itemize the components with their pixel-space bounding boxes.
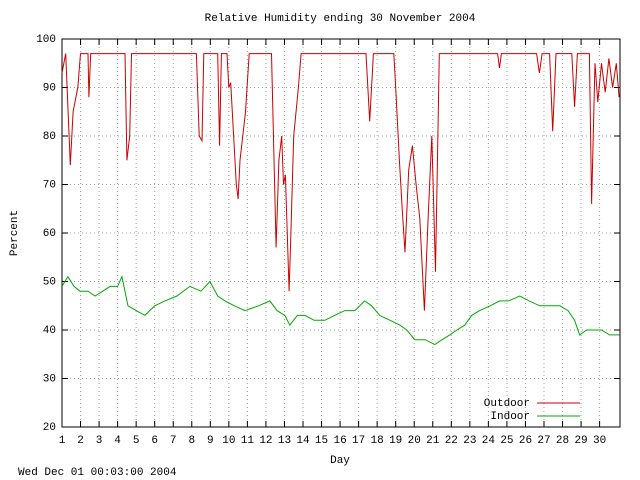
x-tick-label: 18	[371, 435, 384, 447]
x-tick-label: 3	[96, 435, 103, 447]
chart-title: Relative Humidity ending 30 November 200…	[205, 13, 476, 25]
y-axis-label: Percent	[9, 210, 21, 256]
plot-frame	[61, 38, 621, 428]
y-tick-label: 70	[43, 179, 56, 191]
y-tick-label: 20	[43, 422, 56, 434]
footer-timestamp: Wed Dec 01 00:03:00 2004	[18, 467, 177, 479]
x-tick-label: 26	[519, 435, 532, 447]
x-tick-label: 22	[445, 435, 458, 447]
y-tick-label: 60	[43, 228, 56, 240]
x-tick-label: 8	[188, 435, 195, 447]
x-tick-label: 21	[426, 435, 440, 447]
x-tick-label: 27	[537, 435, 550, 447]
x-tick-label: 2	[77, 435, 84, 447]
x-tick-label: 5	[133, 435, 140, 447]
x-tick-label: 14	[296, 435, 310, 447]
x-tick-label: 24	[482, 435, 496, 447]
x-tick-label: 20	[408, 435, 421, 447]
x-tick-label: 19	[389, 435, 402, 447]
legend-label: Indoor	[490, 411, 530, 423]
x-tick-label: 6	[151, 435, 158, 447]
x-axis-label: Day	[330, 455, 350, 467]
data-line	[61, 53, 620, 311]
x-tick-label: 15	[315, 435, 328, 447]
x-tick-label: 25	[500, 435, 513, 447]
x-tick-label: 4	[114, 435, 121, 447]
y-tick-label: 40	[43, 325, 56, 337]
x-tick-label: 13	[278, 435, 291, 447]
x-tick-label: 28	[556, 435, 569, 447]
x-tick-label: 10	[222, 435, 235, 447]
x-tick-label: 30	[593, 435, 606, 447]
x-tick-label: 9	[207, 435, 214, 447]
y-tick-label: 100	[36, 34, 56, 46]
y-tick-label: 80	[43, 131, 56, 143]
x-tick-label: 11	[241, 435, 255, 447]
x-tick-label: 23	[463, 435, 476, 447]
legend-label: Outdoor	[484, 398, 530, 410]
x-tick-label: 16	[333, 435, 346, 447]
x-tick-label: 12	[259, 435, 272, 447]
y-tick-label: 90	[43, 82, 56, 94]
y-tick-label: 50	[43, 276, 56, 288]
x-tick-label: 17	[352, 435, 365, 447]
data-line	[61, 274, 620, 346]
x-tick-label: 1	[59, 435, 66, 447]
x-tick-label: 7	[170, 435, 177, 447]
y-tick-label: 30	[43, 373, 56, 385]
x-tick-label: 29	[574, 435, 587, 447]
